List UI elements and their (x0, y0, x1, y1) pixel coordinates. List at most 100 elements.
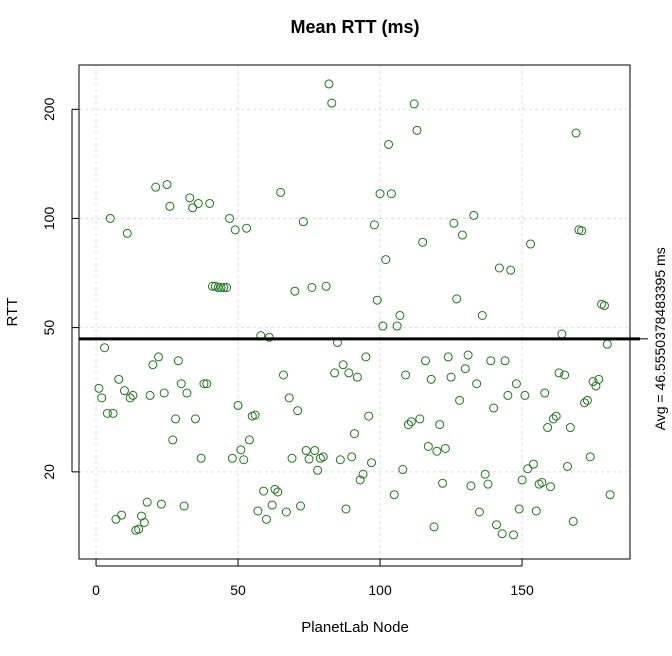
data-point (545, 482, 555, 492)
data-point (415, 414, 425, 424)
data-point (102, 408, 112, 418)
data-point (386, 189, 396, 199)
data-point (474, 507, 484, 517)
data-point (310, 446, 320, 456)
data-point (389, 490, 399, 500)
data-point (244, 435, 254, 445)
data-point (281, 507, 291, 517)
data-point (580, 398, 590, 408)
data-point (173, 356, 183, 366)
data-point (506, 265, 516, 275)
data-point (543, 423, 553, 433)
data-point (182, 388, 192, 398)
data-point (347, 452, 357, 462)
data-point (602, 339, 612, 349)
data-point (582, 395, 592, 405)
chart-title: Mean RTT (ms) (290, 17, 419, 37)
data-point (605, 490, 615, 500)
data-point (233, 400, 243, 410)
data-point (375, 189, 385, 199)
data-point (94, 383, 104, 393)
data-point (364, 411, 374, 421)
data-point (523, 464, 533, 474)
data-point (418, 237, 428, 247)
data-point (429, 522, 439, 532)
data-point (520, 390, 530, 400)
data-point (352, 372, 362, 382)
data-point (571, 128, 581, 138)
data-point (276, 187, 286, 197)
data-point (148, 360, 158, 370)
data-point (457, 230, 467, 240)
data-point (432, 446, 442, 456)
data-point (227, 453, 237, 463)
data-point (585, 452, 595, 462)
data-point (452, 294, 462, 304)
data-point (403, 420, 413, 430)
avg-label: Avg = 46.5550378483395 ms (652, 247, 668, 430)
data-point (372, 295, 382, 305)
data-point (497, 529, 507, 539)
data-point (287, 453, 297, 463)
data-point (213, 282, 223, 292)
data-point (548, 414, 558, 424)
data-point (162, 180, 172, 190)
plot-frame (78, 64, 631, 560)
x-axis: 0 50 100 150 (92, 559, 534, 598)
data-point (344, 368, 354, 378)
data-point (477, 310, 487, 320)
data-point (128, 390, 138, 400)
data-point (406, 417, 416, 427)
data-point (176, 379, 186, 389)
data-point (534, 479, 544, 489)
data-point (168, 435, 178, 445)
data-point (551, 411, 561, 421)
data-point (321, 281, 331, 291)
data-point (165, 201, 175, 211)
data-point (381, 255, 391, 265)
data-point (134, 524, 144, 534)
data-point (202, 379, 212, 389)
data-point (119, 386, 129, 396)
data-point (511, 379, 521, 389)
data-point (190, 414, 200, 424)
data-point (307, 282, 317, 292)
data-point (236, 445, 246, 455)
data-point (290, 286, 300, 296)
data-point (438, 478, 448, 488)
data-point (355, 475, 365, 485)
data-point (327, 98, 337, 108)
data-point (216, 282, 226, 292)
data-point (460, 364, 470, 374)
data-point (304, 454, 314, 464)
data-point (193, 198, 203, 208)
data-point (341, 504, 351, 514)
data-point (171, 414, 181, 424)
data-point (205, 198, 215, 208)
y-axis: 20 50 100 200 (41, 97, 79, 480)
data-point (273, 487, 283, 497)
data-point (293, 406, 303, 416)
data-point (125, 393, 135, 403)
data-point (392, 321, 402, 331)
data-point (472, 379, 482, 389)
data-point (563, 461, 573, 471)
data-point (105, 213, 115, 223)
data-point (111, 514, 121, 524)
data-point (259, 486, 269, 496)
data-point (159, 388, 169, 398)
data-point (469, 210, 479, 220)
data-point (97, 393, 107, 403)
data-point (489, 403, 499, 413)
data-point (324, 79, 334, 89)
data-point (540, 388, 550, 398)
data-point (318, 452, 328, 462)
data-point (151, 182, 161, 192)
y-axis-label: RTT (4, 298, 21, 327)
data-point (278, 370, 288, 380)
data-point (531, 506, 541, 516)
y-tick-label: 50 (41, 320, 57, 336)
data-point (225, 213, 235, 223)
data-point (330, 368, 340, 378)
data-point (156, 499, 166, 509)
